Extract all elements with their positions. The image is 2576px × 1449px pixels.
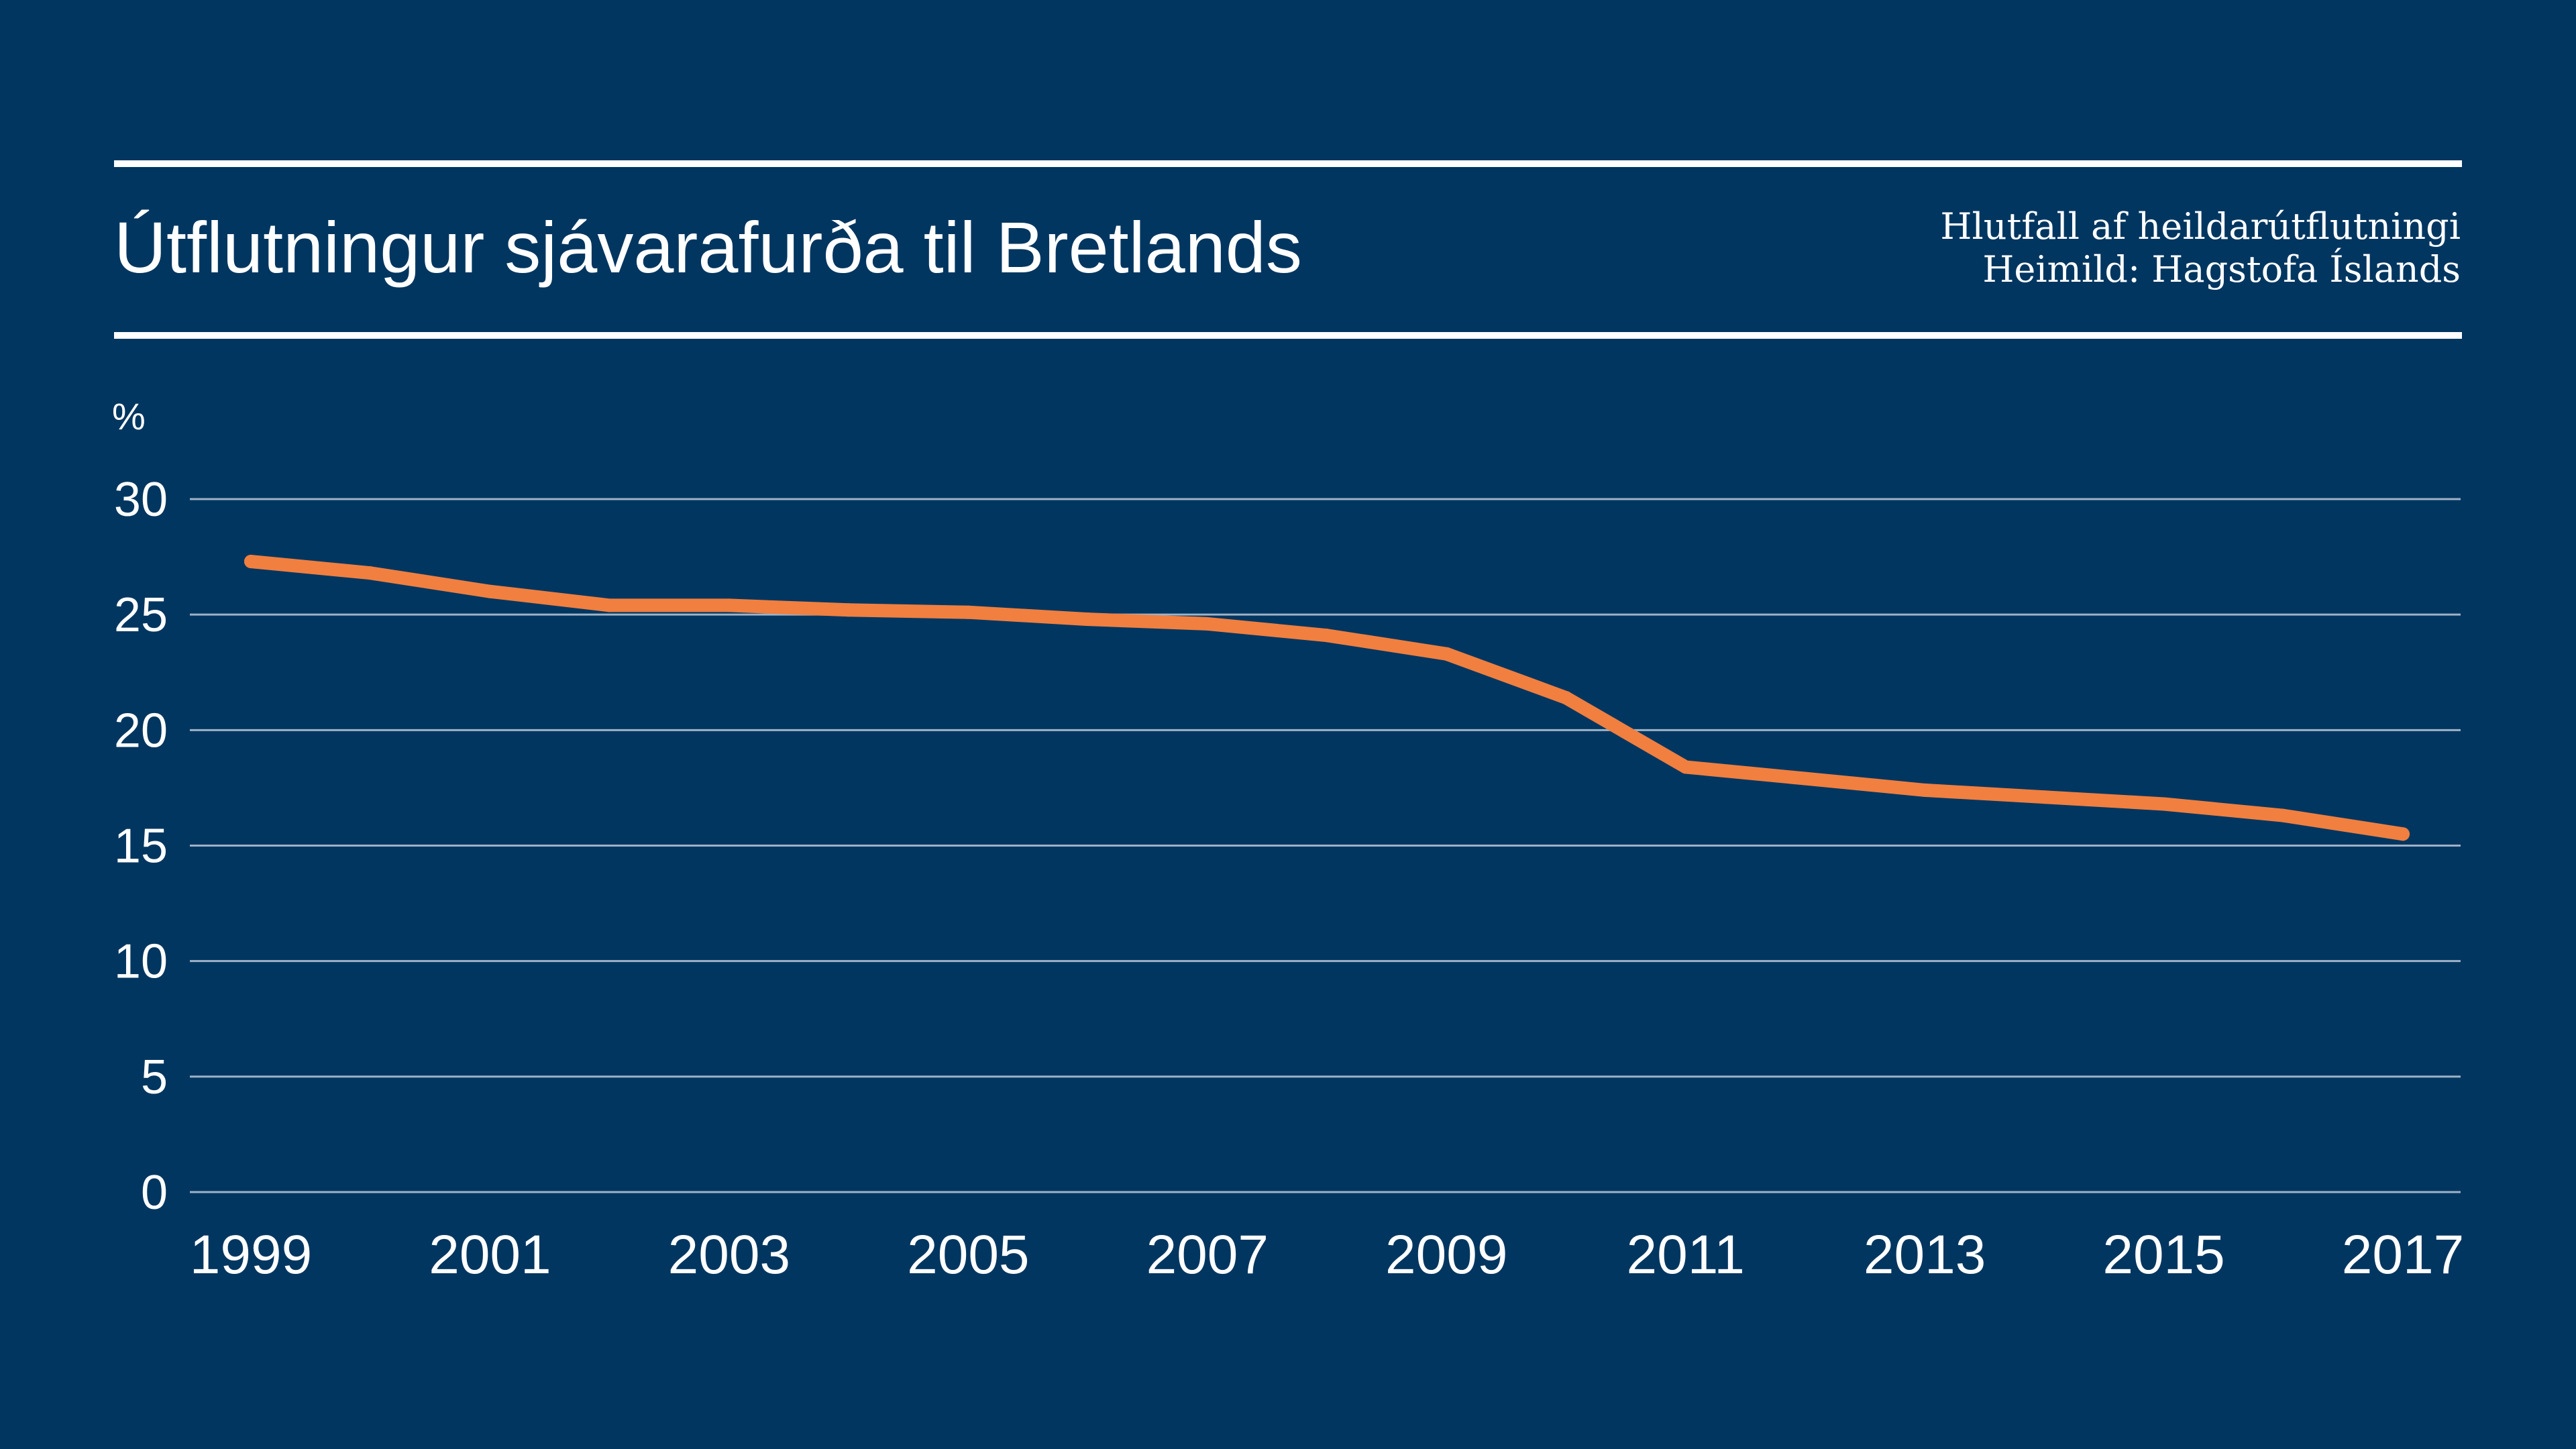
data-point-2006 bbox=[1081, 612, 1095, 627]
chart-source: Heimild: Hagstofa Íslands bbox=[1982, 248, 2461, 290]
y-tick-label: 20 bbox=[114, 704, 168, 757]
data-point-2002 bbox=[602, 598, 616, 612]
data-point-2004 bbox=[842, 603, 856, 617]
x-tick-label: 2017 bbox=[2342, 1224, 2464, 1285]
data-point-2014 bbox=[2037, 790, 2051, 804]
data-point-2008 bbox=[1320, 629, 1334, 643]
x-axis-ticks: 1999 2001 2003 2005 2007 2009 2011 2013 2015 2017 bbox=[190, 1224, 2464, 1285]
data-point-2011 bbox=[1678, 760, 1693, 774]
x-tick-label: 2015 bbox=[2102, 1224, 2224, 1285]
data-point-2015 bbox=[2157, 797, 2171, 811]
x-tick-label: 2007 bbox=[1146, 1224, 1269, 1285]
chart-subtitle: Hlutfall af heildarútflutningi bbox=[1940, 205, 2461, 248]
y-tick-label: 5 bbox=[141, 1051, 168, 1104]
x-tick-label: 2005 bbox=[907, 1224, 1029, 1285]
x-tick-label: 2009 bbox=[1385, 1224, 1507, 1285]
data-point-2005 bbox=[961, 605, 975, 619]
y-tick-label: 25 bbox=[114, 588, 168, 642]
y-tick-label: 0 bbox=[141, 1166, 168, 1220]
y-axis-unit: % bbox=[112, 395, 146, 437]
data-point-2009 bbox=[1440, 647, 1454, 661]
y-tick-label: 15 bbox=[114, 820, 168, 873]
y-axis-ticks: 0 5 10 15 20 25 30 bbox=[114, 473, 168, 1220]
x-tick-label: 1999 bbox=[190, 1224, 312, 1285]
data-point-2003 bbox=[722, 598, 736, 612]
y-tick-label: 30 bbox=[114, 473, 168, 527]
data-point-2007 bbox=[1200, 616, 1214, 631]
x-tick-label: 2001 bbox=[429, 1224, 551, 1285]
data-point-2016 bbox=[2276, 808, 2290, 822]
x-tick-label: 2003 bbox=[668, 1224, 790, 1285]
gridlines bbox=[190, 498, 2461, 1193]
x-tick-label: 2011 bbox=[1626, 1224, 1744, 1285]
data-point-2000 bbox=[364, 566, 378, 580]
y-tick-label: 10 bbox=[114, 935, 168, 989]
data-point-2013 bbox=[1918, 783, 1932, 797]
data-point-2012 bbox=[1798, 771, 1812, 786]
x-tick-label: 2013 bbox=[1864, 1224, 1986, 1285]
chart-title: Útflutningur sjávarafurða til Bretlands bbox=[114, 207, 1302, 288]
series-layer bbox=[244, 554, 2410, 841]
data-point-2010 bbox=[1559, 691, 1573, 705]
data-point-2001 bbox=[483, 584, 497, 598]
data-point-2017 bbox=[2396, 827, 2410, 841]
series-line bbox=[244, 555, 2410, 841]
data-point-1999 bbox=[244, 554, 258, 568]
